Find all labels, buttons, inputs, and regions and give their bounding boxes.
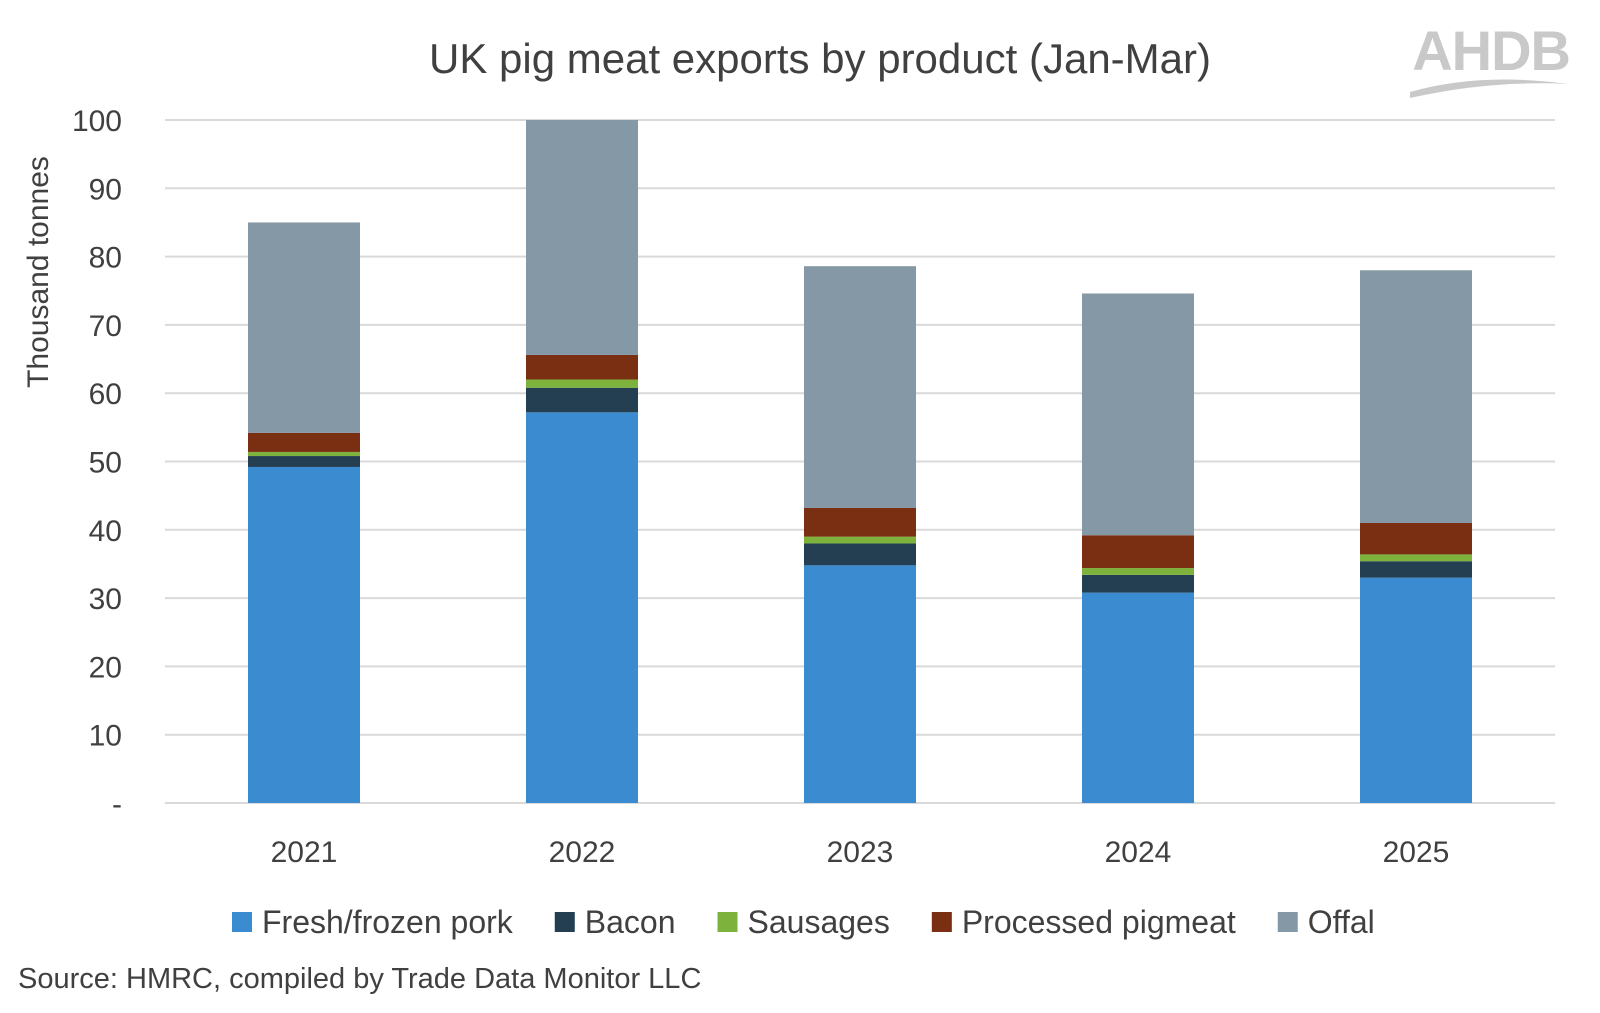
legend-item: Sausages	[717, 904, 890, 940]
x-tick-label: 2022	[549, 836, 616, 869]
bar-segment-sausages	[1360, 554, 1472, 562]
legend-label: Bacon	[585, 904, 676, 940]
legend-label: Offal	[1308, 904, 1375, 940]
y-tick-label: 80	[89, 242, 122, 275]
bar-segment-offal	[1082, 293, 1194, 536]
bar-segment-offal	[1360, 270, 1472, 523]
bar-segment-fresh-frozen-pork	[1082, 592, 1194, 803]
bar-segment-sausages	[804, 536, 916, 544]
bar-segment-bacon	[1360, 561, 1472, 578]
bar-segment-offal	[526, 120, 638, 355]
bar-segment-bacon	[804, 543, 916, 566]
y-axis-ticks: - 10 20 30 40 50 60 70 80 90 100	[72, 105, 122, 821]
bar-stack-2023	[804, 266, 916, 803]
legend: Fresh/frozen pork Bacon Sausages Processed …	[232, 904, 1375, 940]
chart-title: UK pig meat exports by product (Jan-Mar)	[429, 35, 1211, 82]
x-tick-label: 2025	[1383, 836, 1450, 869]
bar-segment-offal	[248, 222, 360, 433]
y-tick-label: 30	[89, 583, 122, 616]
legend-item: Fresh/frozen pork	[232, 904, 514, 940]
legend-swatch	[554, 912, 575, 932]
bar-stack-2021	[248, 222, 360, 803]
y-tick-label: 100	[72, 105, 122, 138]
bar-segment-processed-pigmeat	[248, 432, 360, 452]
bar-stack-2025	[1360, 270, 1472, 803]
bar-segment-fresh-frozen-pork	[526, 412, 638, 803]
x-axis-ticks: 2021 2022 2023 2024 2025	[271, 836, 1450, 869]
legend-swatch	[717, 912, 738, 932]
bar-segment-processed-pigmeat	[1082, 535, 1194, 569]
y-tick-label: 40	[89, 515, 122, 548]
bar-segment-sausages	[526, 379, 638, 388]
y-axis-label: Thousand tonnes	[22, 156, 55, 388]
bar-segment-sausages	[1082, 568, 1194, 575]
legend-swatch	[1277, 912, 1298, 932]
ahdb-logo: AHDB	[1410, 19, 1571, 98]
bar-stack-2022	[526, 120, 638, 803]
bar-segment-processed-pigmeat	[526, 354, 638, 380]
bar-segment-bacon	[248, 456, 360, 467]
legend-swatch	[232, 912, 252, 932]
bar-segment-fresh-frozen-pork	[804, 565, 916, 803]
bar-segment-bacon	[1082, 574, 1194, 593]
x-tick-label: 2021	[271, 836, 338, 869]
legend-item: Processed pigmeat	[931, 904, 1236, 940]
x-tick-label: 2023	[827, 836, 894, 869]
legend-item: Bacon	[554, 904, 676, 940]
logo-text: AHDB	[1412, 19, 1570, 82]
bars	[248, 120, 1472, 803]
bar-segment-offal	[804, 266, 916, 508]
y-tick-label: -	[112, 788, 122, 821]
bar-segment-fresh-frozen-pork	[248, 466, 360, 803]
legend-label: Sausages	[748, 904, 890, 940]
bar-segment-processed-pigmeat	[804, 507, 916, 537]
bar-segment-sausages	[248, 451, 360, 457]
x-tick-label: 2024	[1105, 836, 1172, 869]
bar-segment-fresh-frozen-pork	[1360, 577, 1472, 803]
y-tick-label: 70	[89, 310, 122, 343]
y-tick-label: 50	[89, 447, 122, 480]
y-tick-label: 20	[89, 651, 122, 684]
bar-stack-2024	[1082, 293, 1194, 803]
legend-item: Offal	[1277, 904, 1375, 940]
legend-swatch	[931, 912, 952, 932]
legend-label: Processed pigmeat	[962, 904, 1236, 940]
source-note: Source: HMRC, compiled by Trade Data Mon…	[18, 963, 701, 995]
y-tick-label: 60	[89, 378, 122, 411]
bar-segment-processed-pigmeat	[1360, 522, 1472, 555]
legend-label: Fresh/frozen pork	[262, 904, 514, 940]
logo-swoosh	[1410, 79, 1568, 98]
y-tick-label: 90	[89, 173, 122, 206]
bar-segment-bacon	[526, 387, 638, 413]
y-tick-label: 10	[89, 720, 122, 753]
